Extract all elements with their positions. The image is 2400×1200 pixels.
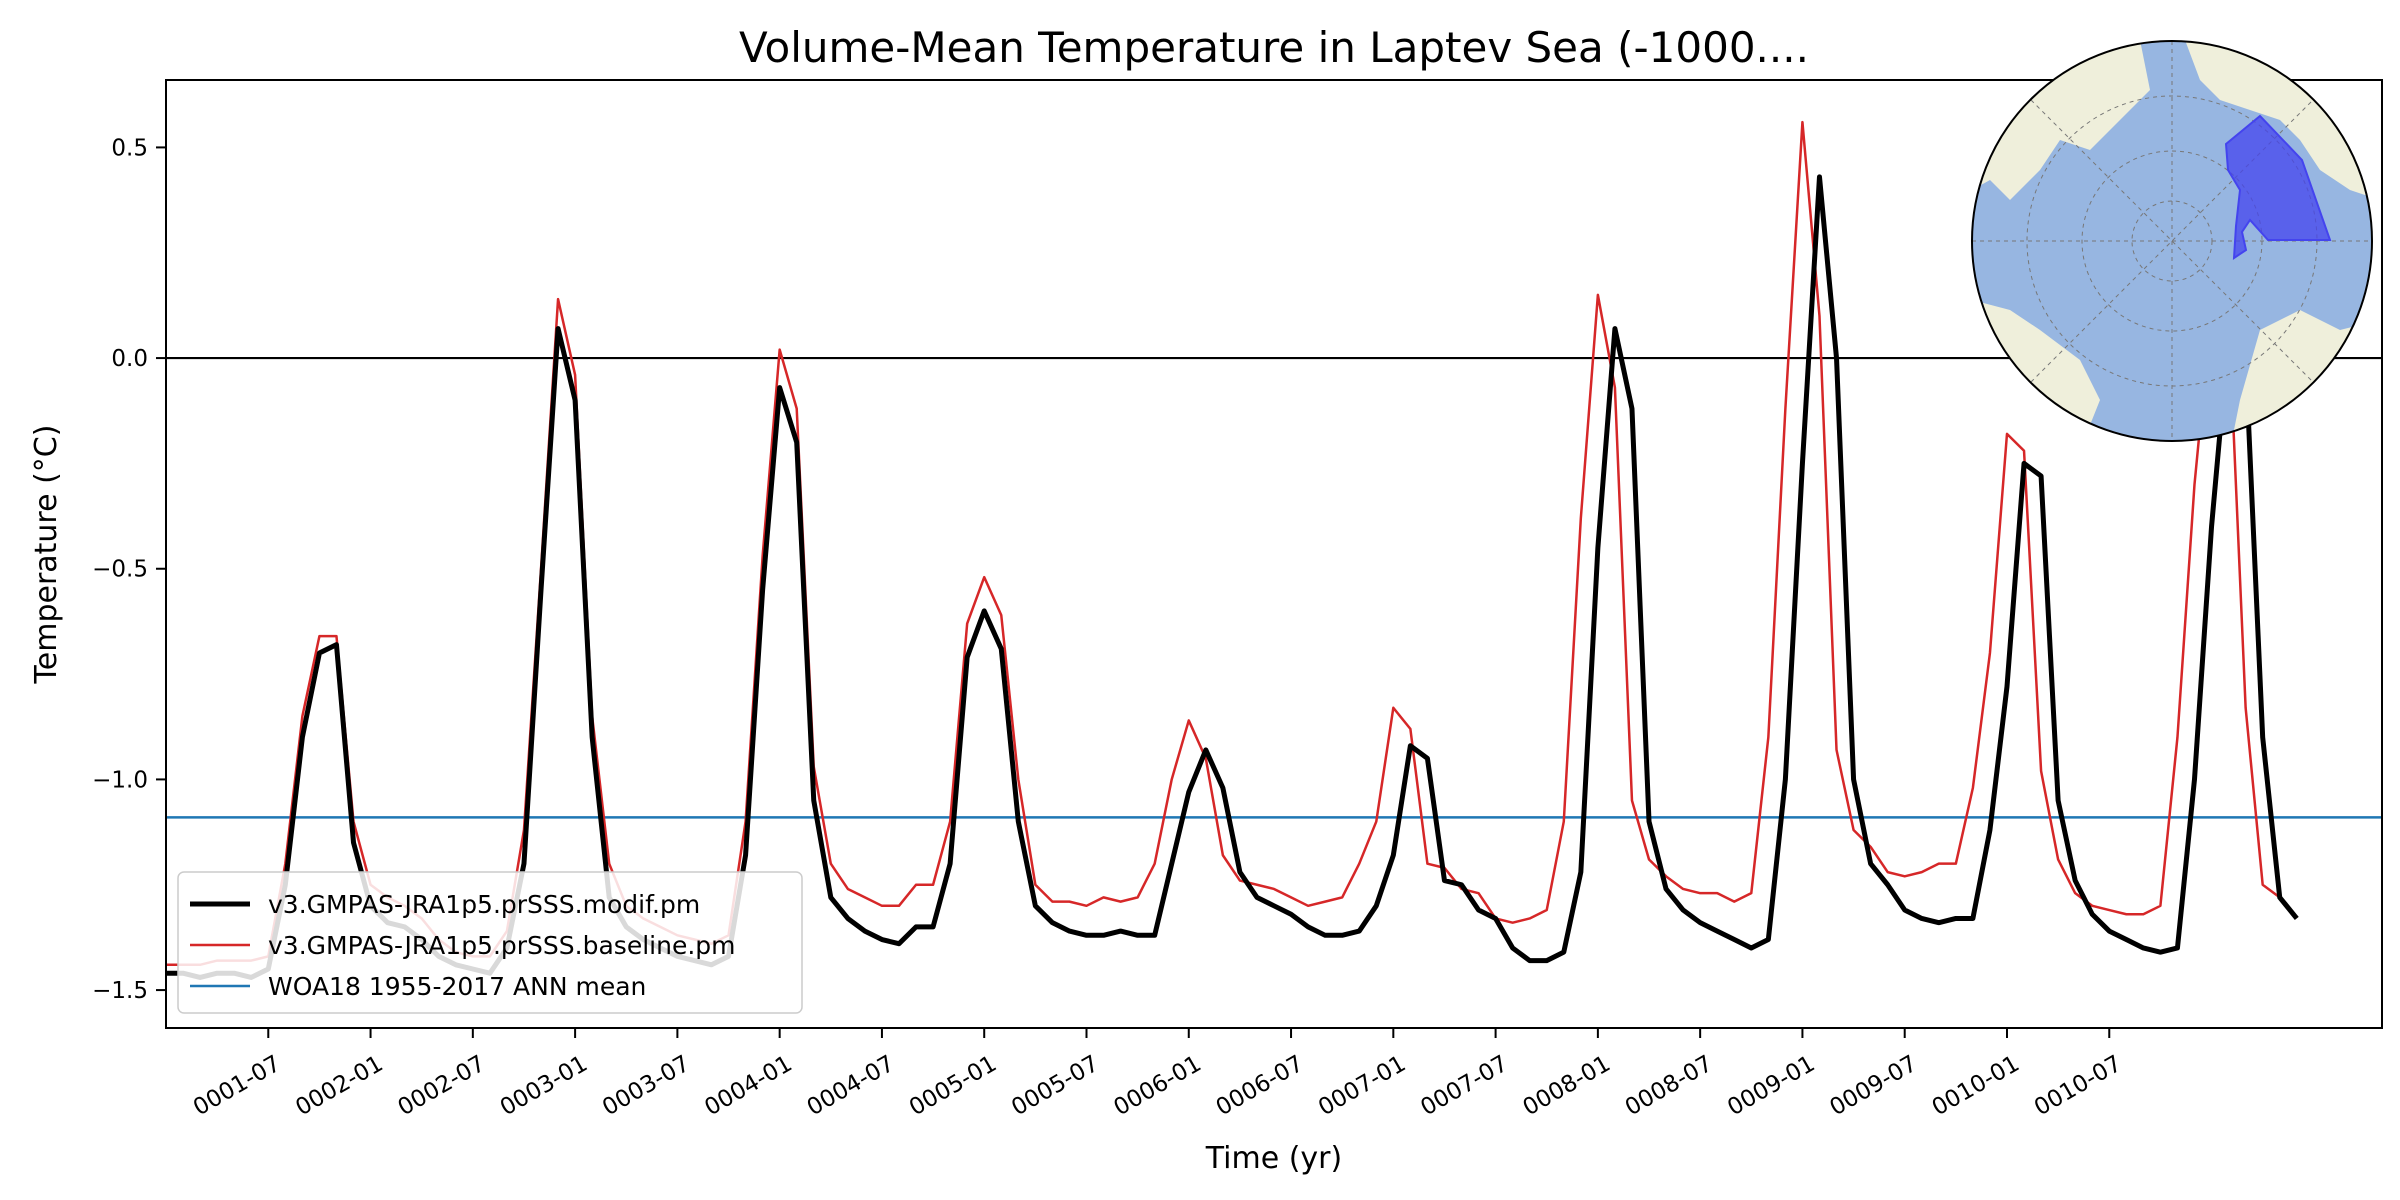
x-tick-label: 0001-07 (189, 1051, 285, 1122)
x-axis: 0001-07 0002-01 0002-07 0003-01 0003-07 0004-… (189, 1028, 2126, 1121)
plot-frame (165, 79, 2383, 1029)
y-tick-label: −1.5 (92, 978, 148, 1004)
y-tick-label: 0.0 (111, 346, 148, 372)
x-tick-label: 0005-07 (1007, 1051, 1103, 1122)
legend: v3.GMPAS-JRA1p5.prSSS.modif.pm v3.GMPAS-… (177, 871, 803, 1014)
x-tick-label: 0003-01 (496, 1051, 592, 1122)
legend-label-reference: WOA18 1955-2017 ANN mean (268, 972, 646, 1001)
map-region-laptev-sea (2224, 114, 2332, 260)
y-axis: 0.5 0.0 −0.5 −1.0 −1.5 (92, 135, 166, 1004)
x-tick-label: 0010-07 (2030, 1051, 2126, 1122)
x-tick-label: 0007-01 (1314, 1051, 1410, 1122)
y-tick-label: −0.5 (92, 557, 148, 583)
x-tick-label: 0008-07 (1621, 1051, 1717, 1122)
x-tick-label: 0009-01 (1723, 1051, 1819, 1122)
x-tick-label: 0009-07 (1825, 1051, 1921, 1122)
x-tick-label: 0010-01 (1928, 1051, 2024, 1122)
legend-box (177, 871, 803, 1014)
y-tick-label: −1.0 (92, 767, 148, 793)
y-tick-label: 0.5 (111, 135, 148, 161)
x-tick-label: 0003-07 (598, 1051, 694, 1122)
x-tick-label: 0006-01 (1110, 1051, 1206, 1122)
x-tick-label: 0002-01 (291, 1051, 387, 1122)
chart-title: Volume-Mean Temperature in Laptev Sea (-… (739, 23, 1809, 72)
x-tick-label: 0008-01 (1519, 1051, 1615, 1122)
x-tick-label: 0006-07 (1212, 1051, 1308, 1122)
x-tick-label: 0004-07 (803, 1051, 899, 1122)
x-tick-label: 0004-01 (700, 1051, 796, 1122)
map-border (1971, 40, 2373, 442)
legend-label-baseline: v3.GMPAS-JRA1p5.prSSS.baseline.pm (268, 931, 736, 960)
legend-label-modif: v3.GMPAS-JRA1p5.prSSS.modif.pm (268, 890, 700, 919)
x-tick-label: 0002-07 (394, 1051, 490, 1122)
x-axis-label: Time (yr) (1205, 1141, 1342, 1176)
map-gridlines (1972, 41, 2372, 441)
y-axis-label: Temperature (°C) (29, 425, 64, 685)
x-tick-label: 0007-07 (1416, 1051, 1512, 1122)
series-line-baseline (166, 120, 2281, 967)
x-tick-label: 0005-01 (905, 1051, 1001, 1122)
